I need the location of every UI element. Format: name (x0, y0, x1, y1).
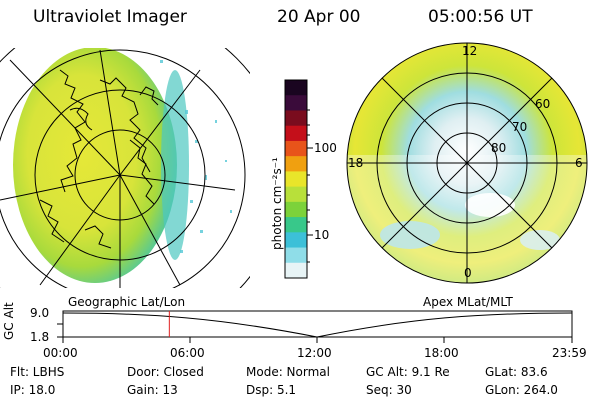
apex-caption: Apex MLat/MLT (423, 295, 513, 309)
colorbar-band (285, 140, 307, 157)
colorbar (285, 80, 307, 279)
date-label: 20 Apr 00 (277, 7, 361, 27)
mlt-label-6: 6 (575, 156, 583, 170)
timeline-xtick-2359: 23:59 (552, 346, 587, 360)
timeline-xtick-0000: 00:00 (43, 346, 78, 360)
colorbar-band (285, 125, 307, 142)
colorbar-band (285, 217, 307, 233)
colorbar-band (285, 186, 307, 203)
mlt-label-18: 18 (348, 156, 364, 170)
colorbar-band (285, 247, 307, 264)
colorbar-band (285, 262, 307, 279)
instrument-title: Ultraviolet Imager (33, 7, 187, 27)
colorbar-band (285, 110, 307, 127)
polar-plot (346, 42, 588, 284)
timeline-xtick-1200: 12:00 (297, 346, 332, 360)
timeline-xtick-1800: 18:00 (424, 346, 459, 360)
geographic-image (0, 48, 250, 288)
timeline-plot (57, 310, 573, 343)
lat-label-60: 60 (535, 97, 551, 111)
timeline-xtick-0600: 06:00 (170, 346, 205, 360)
info-glat: GLat: 83.6 (485, 365, 548, 379)
mlt-label-12: 12 (462, 44, 478, 58)
colorbar-band (285, 95, 307, 111)
aurora-disk (13, 48, 177, 283)
colorbar-band (285, 171, 307, 188)
timeline-y-label: GC Alt (2, 302, 16, 340)
info-seq: Seq: 30 (366, 383, 412, 397)
colorbar-band (285, 232, 307, 249)
info-ip: IP: 18.0 (10, 383, 56, 397)
geographic-caption: Geographic Lat/Lon (68, 295, 186, 309)
info-door: Door: Closed (127, 365, 204, 379)
mlt-label-0: 0 (464, 266, 472, 280)
colorbar-band (285, 80, 307, 96)
colorbar-band (285, 156, 307, 172)
colorbar-tick-10: 10 (314, 228, 330, 242)
info-glon: GLon: 264.0 (485, 383, 558, 397)
lat-label-70: 70 (512, 120, 528, 134)
altitude-curve (62, 312, 573, 338)
info-dsp: Dsp: 5.1 (246, 383, 297, 397)
colorbar-tick-100: 100 (314, 141, 337, 155)
colorbar-unit-label: photon cm⁻²s⁻¹ (270, 157, 284, 250)
time-label: 05:00:56 UT (428, 7, 533, 27)
info-gain: Gain: 13 (127, 383, 178, 397)
lat-label-80: 80 (491, 141, 507, 155)
timeline-ytick-1.8: 1.8 (30, 330, 50, 344)
colorbar-band (285, 201, 307, 218)
info-flt: Flt: LBHS (10, 365, 65, 379)
info-mode: Mode: Normal (246, 365, 330, 379)
info-gc-alt: GC Alt: 9.1 Re (366, 365, 450, 379)
timeline-ytick-9: 9.0 (30, 306, 50, 320)
